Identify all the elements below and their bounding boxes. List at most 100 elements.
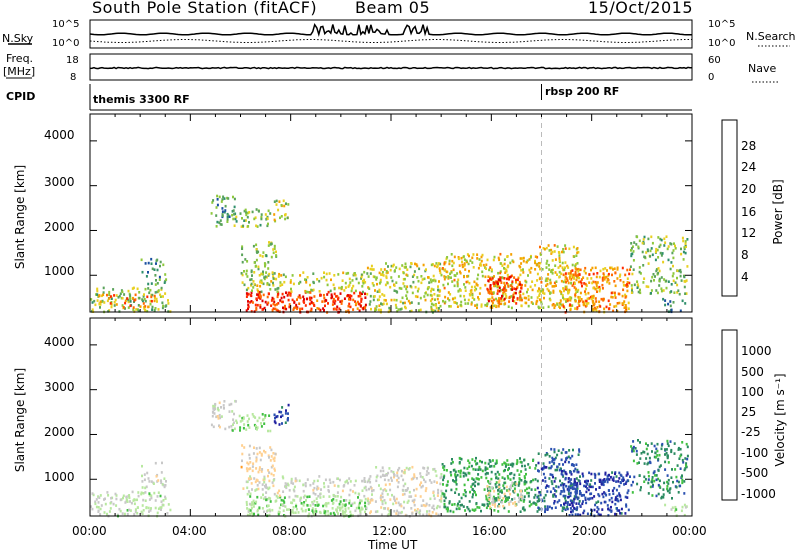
date-title: 15/Oct/2015 (588, 0, 694, 17)
velocity-cell (569, 486, 572, 490)
power-cell (301, 307, 304, 311)
power-cell (537, 305, 540, 309)
velocity-cell (544, 476, 547, 480)
velocity-cell (584, 498, 587, 501)
power-cell (592, 286, 595, 290)
velocity-cell (433, 467, 436, 471)
velocity-cell (526, 491, 529, 495)
power-cell (288, 305, 291, 309)
power-cell (561, 261, 564, 265)
velocity-cell (437, 491, 440, 495)
velocity-cell (408, 490, 411, 494)
velocity-cell (368, 487, 370, 491)
velocity-cell (393, 495, 396, 499)
velocity-cell (532, 501, 535, 505)
velocity-cell (291, 501, 294, 505)
power-cell (154, 291, 157, 294)
vel-cb-tick-500: 500 (741, 365, 764, 379)
power-cell (482, 263, 485, 267)
power-cell (670, 290, 673, 293)
velocity-cell (551, 460, 554, 463)
power-cell (142, 295, 145, 298)
velocity-cell (106, 512, 108, 516)
power-cell (223, 197, 226, 200)
velocity-cell (258, 506, 261, 509)
velocity-cell (384, 507, 387, 510)
power-cell (122, 306, 125, 309)
velocity-cell (683, 503, 686, 507)
power-cell (659, 243, 662, 247)
velocity-cell (287, 412, 289, 415)
power-cell (240, 225, 243, 228)
power-cell (573, 282, 576, 285)
velocity-cell (228, 425, 231, 429)
power-cell (248, 211, 251, 214)
power-cell (567, 298, 570, 302)
velocity-cell (474, 459, 477, 463)
power-cell (409, 310, 412, 313)
power-cell (653, 279, 655, 282)
power-cell (494, 304, 497, 308)
velocity-cell (322, 495, 325, 498)
velocity-cell (571, 499, 573, 503)
power-cell (378, 271, 381, 275)
velocity-cell (573, 478, 576, 481)
power-cell (435, 306, 438, 310)
velocity-cell (313, 510, 316, 513)
power-cell (651, 253, 654, 257)
velocity-cell (397, 481, 400, 484)
power-cell (555, 284, 557, 287)
power-cell (165, 278, 168, 281)
power-cell (621, 266, 624, 270)
velocity-cell (553, 450, 556, 454)
velocity-cell (495, 499, 498, 502)
velocity-cell (590, 485, 592, 489)
power-cell (500, 281, 503, 284)
velocity-cell (444, 505, 447, 509)
power-cell (626, 281, 629, 284)
power-cell (161, 306, 164, 310)
power-cell (325, 299, 328, 302)
power-cell (606, 278, 609, 282)
power-cell (252, 280, 255, 283)
power-cell (273, 218, 276, 222)
power-cell (134, 293, 137, 297)
power-cell (147, 305, 150, 309)
power-cell (465, 259, 468, 263)
power-cell (285, 291, 287, 294)
velocity-cell (640, 486, 642, 489)
power-cell (266, 282, 269, 285)
power-cell (662, 297, 665, 301)
power-cell (359, 294, 362, 298)
power-cell (591, 266, 594, 270)
velocity-cell (571, 504, 574, 508)
power-cell (221, 214, 224, 217)
power-cell (287, 298, 290, 302)
power-cell (397, 308, 400, 311)
velocity-cell (519, 457, 521, 460)
power-cell (595, 300, 598, 303)
power-cell (305, 281, 308, 284)
velocity-cell (646, 452, 649, 456)
power-cell (624, 273, 627, 277)
power-cell (481, 253, 484, 257)
power-cell (578, 276, 580, 280)
power-cell (259, 254, 262, 257)
power-cell (655, 289, 658, 292)
velocity-cell (455, 483, 458, 486)
power-cell (442, 299, 444, 303)
velocity-cell (521, 464, 524, 468)
velocity-cell (115, 494, 118, 497)
velocity-cell (498, 473, 501, 476)
power-cell (106, 293, 108, 297)
velocity-cell (396, 479, 399, 482)
power-cell (245, 211, 248, 214)
power-cell (348, 277, 351, 281)
velocity-cell (273, 420, 276, 423)
velocity-cell (487, 487, 490, 491)
power-cell (574, 263, 577, 266)
velocity-cell (554, 456, 557, 460)
velocity-cell (281, 414, 284, 417)
power-cell (670, 261, 673, 264)
power-cell (487, 279, 490, 282)
